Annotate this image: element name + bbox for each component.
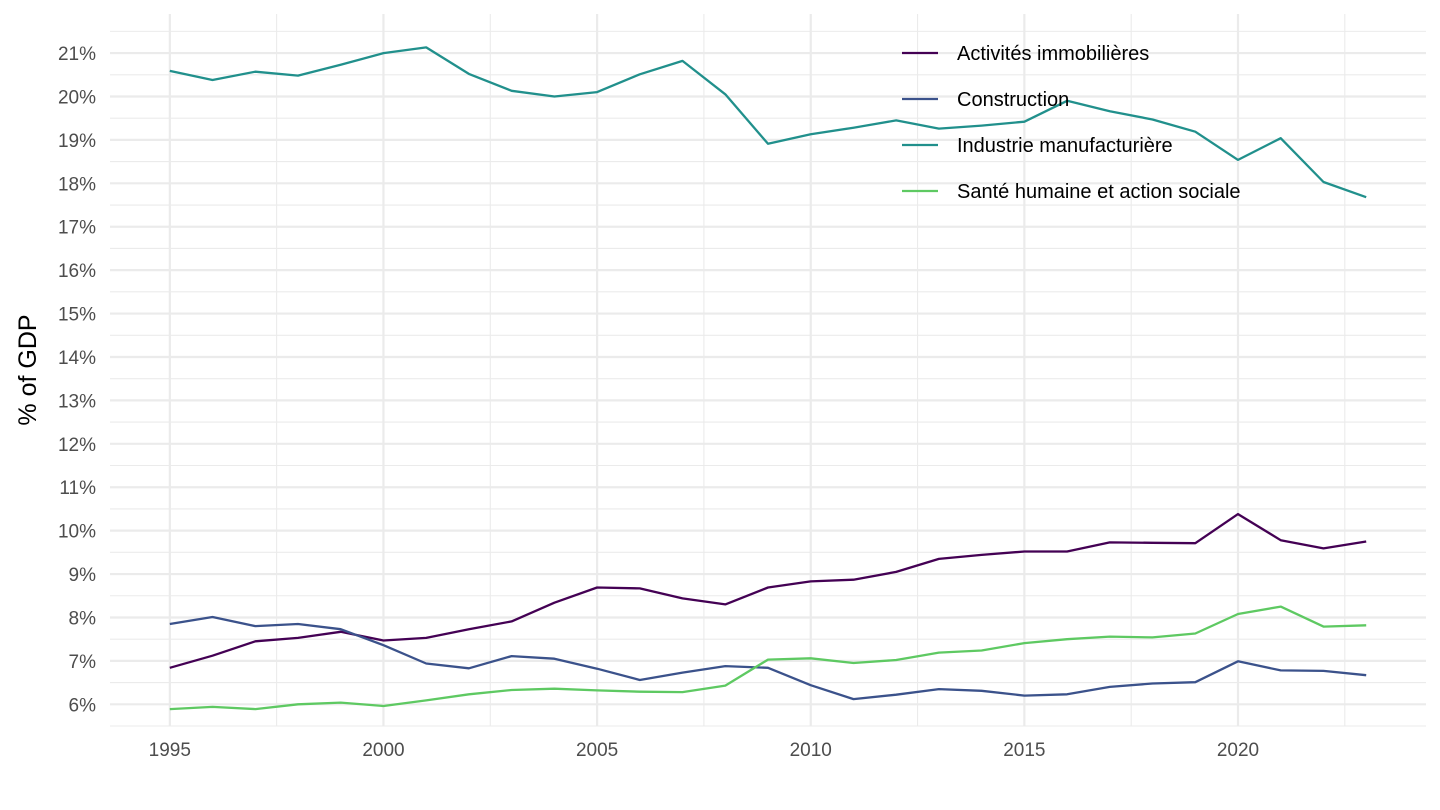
x-tick-label: 1995 (149, 740, 191, 761)
x-tick-label: 2015 (1003, 740, 1045, 761)
x-tick-label: 2020 (1217, 740, 1259, 761)
y-tick-label: 9% (69, 565, 97, 586)
y-tick-label: 15% (58, 305, 96, 326)
y-axis-title: % of GDP (14, 314, 42, 425)
y-tick-label: 18% (58, 174, 96, 195)
series-line-2 (169, 615, 1367, 701)
y-tick-label: 11% (59, 478, 96, 499)
y-tick-label: 6% (69, 695, 97, 716)
y-tick-label: 17% (58, 218, 96, 239)
y-tick-label: 16% (58, 261, 96, 282)
x-tick-label: 2005 (576, 740, 618, 761)
legend-label: Activités immobilières (957, 43, 1149, 65)
legend-label: Industrie manufacturière (957, 135, 1173, 157)
y-axis-tick-labels: 6% 7% 8% 9% 10% 11% 12% 13% 14% 15% 16% 17% 18% 19% 20… (58, 44, 96, 716)
legend-label: Santé humaine et action sociale (957, 181, 1241, 203)
series-line-3 (169, 46, 1367, 199)
minor-gridlines (110, 14, 1426, 727)
y-tick-label: 21% (58, 44, 96, 65)
x-tick-label: 2000 (362, 740, 404, 761)
y-tick-label: 12% (58, 435, 96, 456)
x-axis-tick-labels: 1995 2000 2005 2010 2015 2020 (149, 740, 1259, 761)
y-tick-label: 10% (58, 522, 96, 543)
series-line-1 (169, 512, 1367, 669)
series-line-4 (169, 605, 1367, 711)
y-tick-label: 20% (58, 87, 96, 108)
x-tick-label: 2010 (790, 740, 832, 761)
y-tick-label: 8% (69, 608, 97, 629)
series-lines (169, 46, 1367, 711)
y-tick-label: 13% (58, 391, 96, 412)
y-tick-label: 14% (58, 348, 96, 369)
y-tick-label: 19% (58, 131, 96, 152)
y-tick-label: 7% (69, 652, 97, 673)
legend-label: Construction (957, 89, 1069, 111)
legend: Activités immobilières Construction Indust… (902, 43, 1241, 203)
